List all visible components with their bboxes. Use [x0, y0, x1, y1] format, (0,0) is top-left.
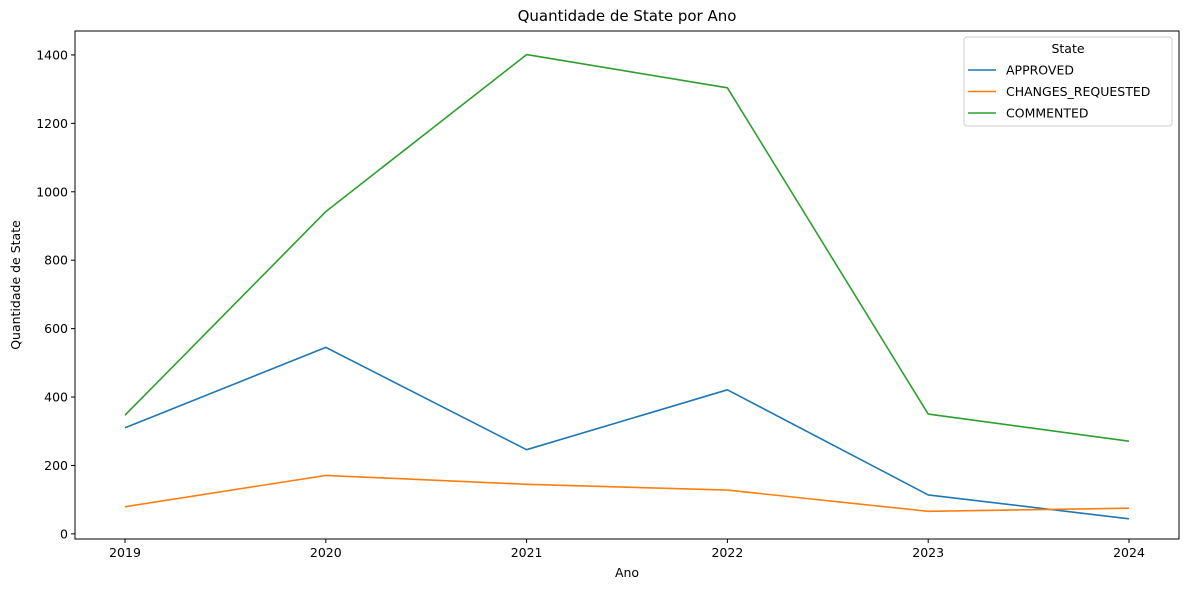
x-axis: 2019 2020 2021 2022 2023 2024: [109, 539, 1145, 560]
plot-frame: [74, 30, 1180, 540]
plot-area: [124, 53, 1130, 520]
y-tick-label: 600: [44, 321, 68, 336]
series-line-approved: [124, 346, 1130, 520]
y-tick-label: 0: [60, 526, 68, 541]
chart-title: Quantidade de State por Ano: [518, 7, 737, 25]
x-tick-label: 2019: [109, 545, 141, 560]
x-tick-label: 2022: [711, 545, 743, 560]
series-line-changes-requested: [124, 474, 1130, 513]
y-tick-label: 400: [44, 390, 68, 405]
legend-entry-approved: APPROVED: [1006, 63, 1074, 78]
legend-entry-changes-requested: CHANGES_REQUESTED: [1006, 84, 1150, 99]
legend: State APPROVED CHANGES_REQUESTED COMMENTED: [963, 36, 1173, 127]
y-tick-label: 200: [44, 458, 68, 473]
y-tick-label: 1000: [36, 184, 68, 199]
x-tick-label: 2021: [511, 545, 543, 560]
series-line-commented: [124, 53, 1130, 442]
x-tick-label: 2023: [912, 545, 944, 560]
x-tick-label: 2024: [1113, 545, 1145, 560]
x-axis-title: Ano: [615, 565, 639, 580]
y-axis-title: Quantidade de State: [8, 220, 23, 350]
legend-box: [963, 36, 1173, 127]
y-axis: 0 200 400 600 800 1000 1200 1400: [36, 47, 75, 541]
legend-title: State: [1051, 41, 1084, 56]
y-tick-label: 800: [44, 253, 68, 268]
y-tick-label: 1400: [36, 47, 68, 62]
x-tick-label: 2020: [310, 545, 342, 560]
legend-entry-commented: COMMENTED: [1006, 106, 1089, 121]
y-tick-label: 1200: [36, 116, 68, 131]
